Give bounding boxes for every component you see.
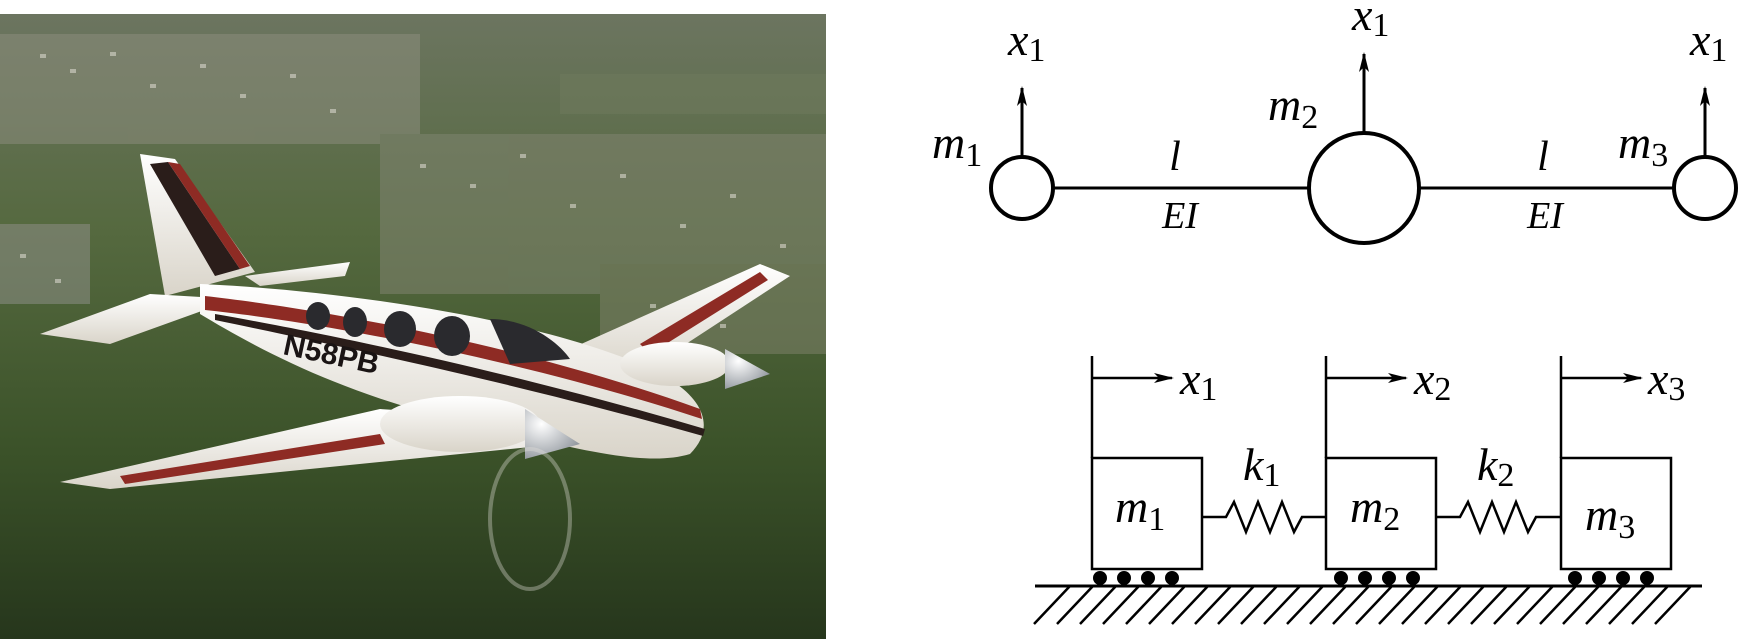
ground-hatch-line xyxy=(1609,586,1645,624)
ground-hatch-line xyxy=(1356,586,1392,624)
beam-stiffness-label-2: EI xyxy=(1526,195,1565,237)
beam-stiffness-label-1: EI xyxy=(1161,195,1200,237)
ground-hatching xyxy=(1034,586,1691,624)
ground-hatch-line xyxy=(1195,586,1231,624)
beam-mass-label-1: m1 xyxy=(932,117,982,174)
ground-hatch-line xyxy=(1287,586,1323,624)
ground-hatch-line xyxy=(1057,586,1093,624)
beam-length-label-2: l xyxy=(1537,134,1549,180)
wheels-block-3 xyxy=(1568,571,1654,585)
beam-mass-label-3: m3 xyxy=(1618,117,1668,174)
beam-length-label-1: l xyxy=(1169,134,1181,180)
beam-x-label-3: x1 xyxy=(1689,14,1727,69)
ground-hatch-line xyxy=(1494,586,1530,624)
spring-2 xyxy=(1436,502,1561,532)
beam-mass-label-2: m2 xyxy=(1268,79,1318,136)
spring-label-2: k2 xyxy=(1477,439,1514,494)
ground-hatch-line xyxy=(1080,586,1116,624)
ground-hatch-line xyxy=(1310,586,1346,624)
ground-hatch-line xyxy=(1126,586,1162,624)
ground-hatch-line xyxy=(1563,586,1599,624)
ground-hatch-line xyxy=(1149,586,1185,624)
ground-hatch-line xyxy=(1448,586,1484,624)
ground-hatch-line xyxy=(1655,586,1691,624)
beam-x-label-2: x1 xyxy=(1351,0,1389,44)
ground-hatch-line xyxy=(1517,586,1553,624)
spring-mass-model: x1 x2 x3 m1 m2 m3 k1 k2 xyxy=(1034,353,1702,624)
ground-hatch-line xyxy=(1333,586,1369,624)
ground-hatch-line xyxy=(1034,586,1070,624)
ground-hatch-line xyxy=(1632,586,1668,624)
ground-hatch-line xyxy=(1425,586,1461,624)
ground-hatch-line xyxy=(1379,586,1415,624)
beam-mass-3 xyxy=(1674,157,1736,219)
wheels-block-1 xyxy=(1093,571,1179,585)
beam-model: x1 x1 x1 m1 m2 m3 l EI l EI xyxy=(932,0,1736,243)
ground-hatch-line xyxy=(1218,586,1254,624)
wheels-block-2 xyxy=(1334,571,1420,585)
ground-hatch-line xyxy=(1540,586,1576,624)
spring-x-label-1: x1 xyxy=(1179,353,1217,408)
spring-1 xyxy=(1202,502,1326,532)
ground-hatch-line xyxy=(1172,586,1208,624)
beam-mass-2 xyxy=(1309,133,1419,243)
ground-hatch-line xyxy=(1241,586,1277,624)
beam-x-label-1: x1 xyxy=(1007,14,1045,69)
ground-hatch-line xyxy=(1586,586,1622,624)
ground-hatch-line xyxy=(1264,586,1300,624)
spring-label-1: k1 xyxy=(1243,439,1280,494)
ground-hatch-line xyxy=(1471,586,1507,624)
spring-x-label-2: x2 xyxy=(1413,353,1451,408)
ground-hatch-line xyxy=(1103,586,1139,624)
spring-x-label-3: x3 xyxy=(1647,353,1685,408)
beam-mass-1 xyxy=(991,157,1053,219)
ground-hatch-line xyxy=(1402,586,1438,624)
